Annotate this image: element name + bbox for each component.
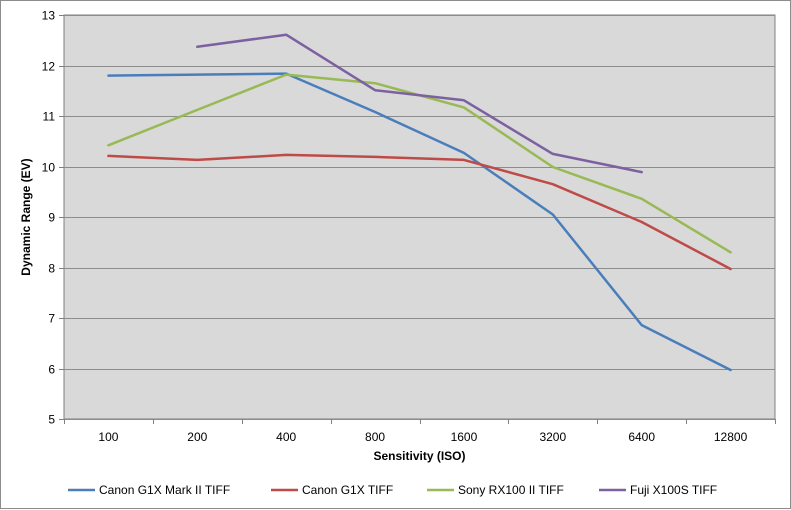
legend-label: Fuji X100S TIFF bbox=[630, 483, 717, 497]
x-tick-label: 3200 bbox=[539, 430, 566, 444]
y-tick-label: 12 bbox=[42, 60, 56, 74]
y-tick-label: 11 bbox=[43, 110, 56, 124]
x-tick-label: 800 bbox=[365, 430, 385, 444]
y-tick-label: 6 bbox=[48, 363, 55, 377]
x-tick-label: 400 bbox=[276, 430, 296, 444]
gridlines bbox=[64, 15, 775, 420]
x-tick-label: 6400 bbox=[628, 430, 655, 444]
series-line-1 bbox=[107, 72, 732, 372]
y-tick-label: 7 bbox=[48, 312, 55, 326]
legend-label: Sony RX100 II TIFF bbox=[458, 483, 564, 497]
y-tick-label: 9 bbox=[48, 211, 55, 225]
y-tick-label: 13 bbox=[42, 9, 56, 23]
x-tick-label: 1600 bbox=[451, 430, 478, 444]
y-tick-label: 5 bbox=[48, 413, 55, 427]
series-line-2 bbox=[107, 153, 732, 271]
series-lines bbox=[107, 33, 732, 372]
legend: Canon G1X Mark II TIFF Canon G1X TIFF Sony… bbox=[68, 483, 717, 497]
x-axis-title: Sensitivity (ISO) bbox=[373, 449, 465, 463]
y-tick-label: 8 bbox=[48, 262, 55, 276]
x-tick-label: 12800 bbox=[714, 430, 748, 444]
y-axis-ticks: 5 6 7 8 9 10 11 12 13 bbox=[42, 9, 64, 427]
x-axis-ticks: 100 200 400 800 1600 3200 6400 12800 bbox=[64, 419, 776, 444]
legend-label: Canon G1X TIFF bbox=[302, 483, 393, 497]
x-tick-label: 100 bbox=[98, 430, 118, 444]
x-tick-label: 200 bbox=[187, 430, 207, 444]
y-tick-label: 10 bbox=[42, 161, 56, 175]
y-axis-title: Dynamic Range (EV) bbox=[19, 158, 33, 275]
legend-label: Canon G1X Mark II TIFF bbox=[99, 483, 230, 497]
series-line-4 bbox=[196, 33, 643, 174]
